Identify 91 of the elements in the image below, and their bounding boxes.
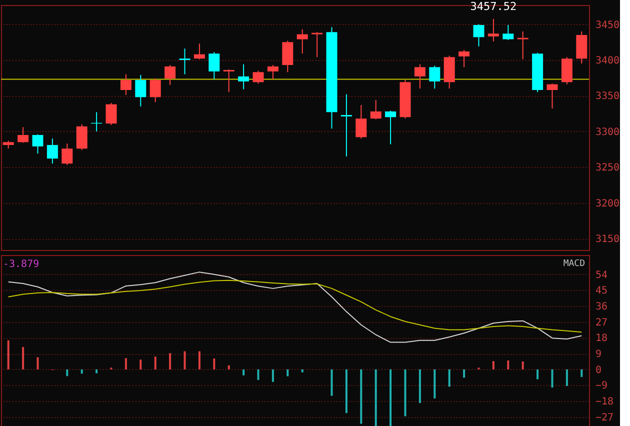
candlestick bbox=[135, 74, 146, 107]
bar bbox=[463, 369, 466, 378]
candlestick bbox=[312, 32, 323, 58]
y-tick-label: 3250 bbox=[596, 162, 620, 174]
candlestick bbox=[223, 68, 234, 93]
y-tick-label: 45 bbox=[596, 286, 608, 297]
candlestick bbox=[282, 40, 294, 73]
bar bbox=[124, 358, 127, 370]
bar bbox=[22, 347, 24, 370]
y-tick-label: 3350 bbox=[596, 91, 620, 102]
candlestick bbox=[106, 102, 117, 126]
bar bbox=[184, 351, 186, 370]
bar bbox=[7, 340, 10, 370]
candlestick bbox=[62, 143, 73, 166]
y-tick-label: 9 bbox=[596, 349, 602, 360]
bar bbox=[140, 360, 142, 370]
y-tick-label: 0 bbox=[596, 364, 602, 376]
candlestick bbox=[179, 48, 190, 75]
candlestick bbox=[238, 64, 250, 90]
bar bbox=[80, 369, 83, 374]
bar bbox=[360, 369, 362, 424]
candlestick bbox=[120, 74, 132, 96]
bar bbox=[96, 369, 98, 374]
candlestick bbox=[370, 100, 382, 120]
bar bbox=[66, 369, 68, 376]
candlestick bbox=[208, 52, 220, 80]
y-tick-label: −27 bbox=[596, 412, 614, 424]
bar bbox=[228, 365, 230, 370]
candlestick bbox=[164, 64, 176, 86]
y-tick-label: −9 bbox=[596, 380, 608, 392]
candlestick bbox=[18, 126, 29, 144]
candlestick bbox=[502, 24, 514, 40]
candlestick bbox=[340, 94, 352, 157]
bar bbox=[272, 369, 274, 382]
candlestick bbox=[76, 124, 88, 150]
bar bbox=[301, 369, 304, 372]
candlestick bbox=[194, 43, 205, 60]
bar bbox=[286, 369, 289, 376]
chart-title: MACD bbox=[563, 259, 585, 269]
candlestick bbox=[561, 56, 572, 85]
line-series bbox=[8, 280, 582, 333]
bar bbox=[374, 369, 377, 426]
candlestick bbox=[576, 30, 588, 64]
candlestick bbox=[46, 138, 58, 164]
candlestick bbox=[546, 83, 558, 110]
bar bbox=[566, 369, 568, 386]
bar bbox=[36, 357, 39, 370]
bar bbox=[257, 369, 260, 380]
y-tick-label: 3150 bbox=[596, 234, 620, 246]
bar bbox=[404, 369, 406, 416]
y-tick-label: 3200 bbox=[596, 198, 620, 210]
bar bbox=[551, 369, 554, 388]
bar bbox=[242, 369, 245, 376]
candlestick bbox=[32, 134, 44, 154]
y-tick-label: 3450 bbox=[596, 20, 620, 31]
bar bbox=[522, 361, 524, 370]
candlestick bbox=[414, 64, 426, 90]
bar bbox=[198, 351, 200, 370]
candlestick bbox=[458, 50, 470, 68]
bar bbox=[154, 356, 156, 370]
bar bbox=[448, 369, 450, 387]
candlestick bbox=[473, 24, 484, 47]
y-tick-label: −18 bbox=[596, 396, 614, 408]
candlestick bbox=[517, 30, 528, 60]
bar bbox=[434, 369, 436, 398]
candlestick bbox=[252, 70, 264, 84]
candlestick bbox=[385, 110, 396, 145]
y-tick-label: 54 bbox=[596, 270, 608, 281]
candlestick bbox=[488, 18, 499, 42]
annotation: -3.879 bbox=[3, 259, 40, 270]
bar bbox=[580, 369, 583, 377]
bar bbox=[330, 369, 333, 396]
candlestick bbox=[296, 28, 308, 54]
y-tick-label: 3400 bbox=[596, 56, 620, 66]
candlestick bbox=[150, 78, 161, 103]
bar bbox=[345, 369, 348, 414]
y-tick-label: 18 bbox=[596, 333, 608, 344]
bar bbox=[213, 358, 216, 370]
bar bbox=[169, 353, 172, 370]
bar bbox=[507, 360, 510, 370]
candlestick bbox=[356, 104, 367, 140]
annotation: 3457.52 bbox=[470, 0, 517, 13]
bar bbox=[536, 369, 539, 380]
y-tick-label: 3300 bbox=[596, 126, 620, 138]
line-series bbox=[8, 272, 582, 343]
candlestick bbox=[429, 65, 440, 90]
bar bbox=[418, 369, 421, 404]
candlestick bbox=[267, 64, 278, 80]
y-tick-label: 36 bbox=[596, 302, 608, 313]
bar bbox=[492, 361, 494, 370]
y-tick-label: 27 bbox=[596, 317, 608, 328]
